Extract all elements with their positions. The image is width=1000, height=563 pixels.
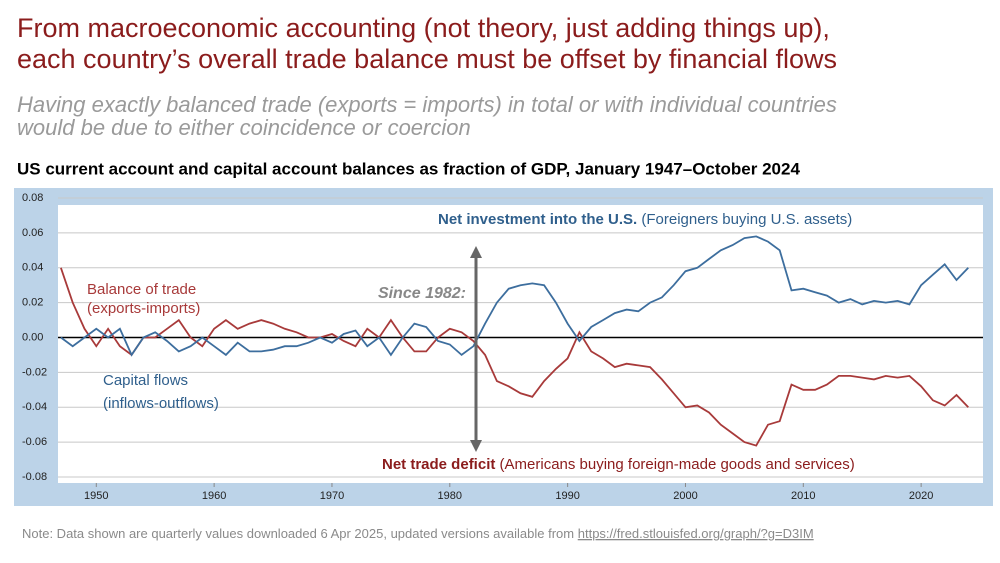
- y-tick-label: 0.04: [22, 262, 43, 274]
- x-tick-label: 1960: [202, 490, 226, 502]
- series-label: Balance of trade: [87, 281, 196, 298]
- note-text: Note: Data shown are quarterly values do…: [22, 526, 578, 541]
- annotation-text: (Foreigners buying U.S. assets): [637, 211, 852, 228]
- annotation-text: (Americans buying foreign-made goods and…: [495, 456, 854, 473]
- y-tick-label: 0.08: [22, 192, 43, 204]
- slide-subtitle: would be due to either coincidence or co…: [17, 115, 471, 140]
- x-tick-label: 1980: [438, 490, 462, 502]
- x-tick-label: 1950: [84, 490, 108, 502]
- note: Note: Data shown are quarterly values do…: [22, 526, 814, 541]
- slide-title: From macroeconomic accounting (not theor…: [17, 13, 830, 43]
- y-tick-label: 0.02: [22, 297, 43, 309]
- y-tick-label: 0.00: [22, 331, 43, 343]
- x-tick-label: 2010: [791, 490, 815, 502]
- series-line: [60, 235, 969, 357]
- series-line: [60, 267, 969, 447]
- annotation: Net investment into the U.S. (Foreigners…: [438, 211, 852, 228]
- series-label: (inflows-outflows): [103, 395, 219, 412]
- plot-area: [58, 205, 983, 483]
- series-label: Capital flows: [103, 372, 188, 389]
- x-tick-label: 1970: [320, 490, 344, 502]
- x-tick-label: 2020: [909, 490, 933, 502]
- annotation-bold: Net investment into the U.S.: [438, 211, 637, 228]
- y-tick-label: -0.08: [22, 471, 47, 483]
- note-link[interactable]: https://fred.stlouisfed.org/graph/?g=D3I…: [578, 526, 814, 541]
- annotation-bold: Net trade deficit: [382, 456, 495, 473]
- x-tick-label: 2000: [673, 490, 697, 502]
- chart-title: US current account and capital account b…: [17, 159, 800, 178]
- y-tick-label: -0.06: [22, 436, 47, 448]
- y-tick-label: -0.02: [22, 366, 47, 378]
- y-tick-label: -0.04: [22, 401, 47, 413]
- series-label: (exports-imports): [87, 300, 200, 317]
- x-tick-label: 1990: [555, 490, 579, 502]
- annotation: Net trade deficit (Americans buying fore…: [382, 456, 855, 473]
- slide-subtitle: Having exactly balanced trade (exports =…: [17, 92, 837, 117]
- annotation: Since 1982:: [378, 285, 466, 302]
- slide-title: each country’s overall trade balance mus…: [17, 44, 837, 74]
- y-tick-label: 0.06: [22, 227, 43, 239]
